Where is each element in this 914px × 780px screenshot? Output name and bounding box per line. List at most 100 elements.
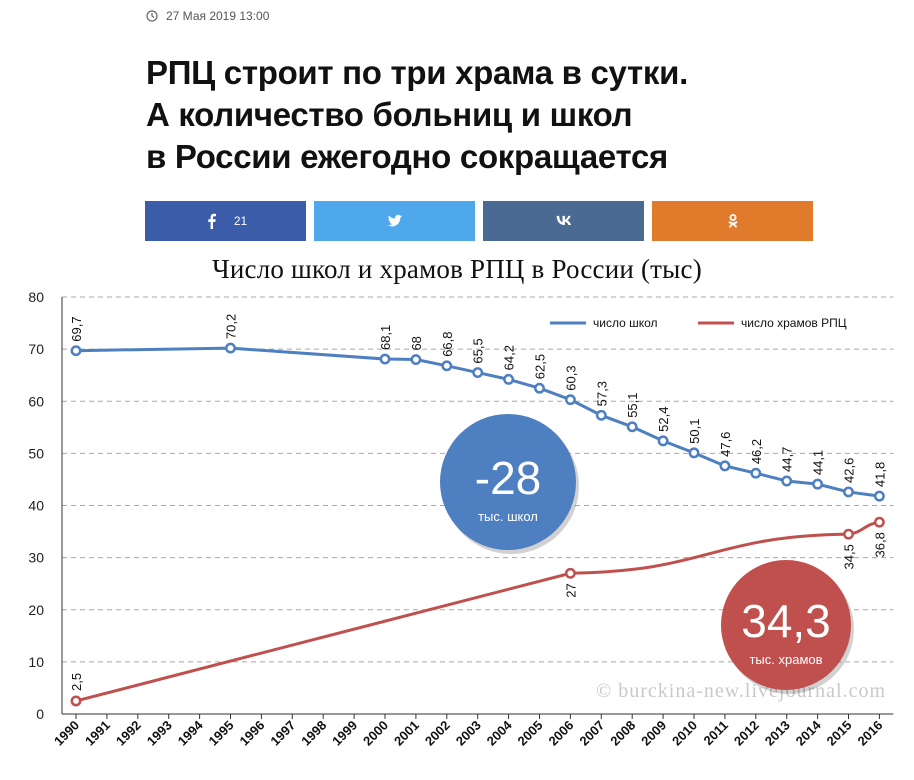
x-tick-label: 1996 [236,718,267,749]
x-tick-label: 2015 [824,718,855,749]
schools-data-label: 42,6 [842,458,857,483]
schools-data-label: 70,2 [224,314,239,339]
x-tick-label: 1999 [329,718,360,749]
x-tick-label: 2001 [391,718,422,749]
schools-point [410,354,422,365]
schools-point [441,360,453,372]
schools-point [379,353,391,365]
schools-point [812,478,824,490]
x-tick-label: 2011 [700,718,731,749]
headline-line-3: в России ежегодно сокращается [146,138,668,175]
x-tick-label: 1997 [267,718,298,749]
x-tick-label: 1990 [51,718,82,749]
schools-point [843,486,854,498]
y-tick-label: 0 [36,706,44,722]
x-tick-label: 1994 [175,717,207,749]
x-tick-label: 2009 [638,718,669,749]
schools-point [750,467,762,479]
schools-point [225,342,236,354]
schools-data-label: 50,1 [687,419,702,444]
headline-line-1: РПЦ строит по три храма в сутки. [146,54,688,91]
legend-label: число храмов РПЦ [741,316,847,330]
schools-point [657,435,669,447]
bubble-value: -28 [475,452,541,504]
schools-change-bubble: -28 тыс. школ [440,414,579,554]
schools-data-label: 52,4 [656,407,671,432]
churches-point [873,516,885,528]
schools-point [595,409,607,421]
schools-point [70,345,82,357]
churches-data-label: 36,8 [872,532,887,557]
schools-point [534,382,545,394]
schools-data-label: 44,7 [780,447,795,472]
x-tick-label: 1992 [113,718,144,749]
churches-series-line [75,520,880,703]
share-bar: 21 [145,201,813,241]
churches-point [843,528,854,540]
y-tick-label: 20 [28,602,44,618]
y-tick-label: 30 [28,550,44,566]
schools-data-label: 66,8 [440,331,455,356]
clock-icon [146,10,158,22]
churches-data-label: 2,5 [69,673,84,691]
x-tick-label: 2002 [422,718,453,749]
x-tick-label: 1998 [298,718,329,749]
share-vk-button[interactable] [483,201,644,241]
schools-point [873,490,885,502]
bubble-circle [440,414,576,550]
bubble-caption: тыс. храмов [749,652,822,667]
publish-date: 27 Мая 2019 13:00 [166,9,270,23]
x-tick-label: 1995 [206,718,237,749]
y-tick-label: 40 [28,498,44,514]
x-tick-label: 2007 [576,718,607,749]
schools-data-label: 68,1 [378,325,393,350]
schools-data-label: 55,1 [625,392,640,417]
legend-label: число школ [593,316,658,330]
schools-point [781,475,793,487]
y-tick-label: 50 [28,445,44,461]
schools-data-label: 46,2 [749,439,764,464]
schools-data-label: 62,5 [533,354,548,379]
schools-point [626,421,638,433]
watermark: © burckina-new.livejournal.com [596,680,886,702]
schools-data-label: 57,3 [594,381,609,406]
schools-data-label: 65,5 [471,338,486,363]
x-tick-label: 2014 [793,717,825,749]
article-headline: РПЦ строит по три храма в сутки. А колич… [146,52,826,178]
x-tick-label: 2005 [515,718,546,749]
churches-point [564,567,576,579]
odnoklassniki-icon [728,214,737,228]
twitter-icon [387,214,402,227]
share-facebook-button[interactable]: 21 [145,201,306,241]
chart-title: Число школ и храмов РПЦ в России (тыс) [212,254,702,284]
schools-data-label: 69,7 [69,316,84,341]
x-tick-label: 1993 [144,718,175,749]
y-tick-label: 10 [28,654,44,670]
share-ok-button[interactable] [652,201,813,241]
x-tick-label: 2016 [854,718,885,749]
vk-icon [556,215,571,225]
y-tick-label: 80 [28,289,44,305]
bubble-caption: тыс. школ [478,509,538,524]
schools-data-label: 68 [409,336,424,350]
bubble-circle [721,560,851,690]
y-tick-label: 60 [28,393,44,409]
schools-point [719,460,731,472]
schools-point [503,373,515,385]
schools-data-label: 44,1 [811,450,826,475]
x-tick-label: 2004 [484,717,516,749]
schools-data-label: 47,6 [718,432,733,457]
x-tick-label: 2010 [669,718,700,749]
schools-data-label: 60,3 [563,365,578,390]
schools-data-label: 64,2 [502,345,517,370]
x-tick-label: 2000 [360,718,391,749]
facebook-icon [208,213,216,229]
bubble-value: 34,3 [741,595,831,647]
share-twitter-button[interactable] [314,201,475,241]
schools-point [688,447,700,459]
facebook-share-count: 21 [233,214,248,228]
headline-line-2: А количество больниц и школ [146,96,633,133]
y-tick-label: 70 [28,341,44,357]
churches-data-label: 34,5 [842,544,857,569]
